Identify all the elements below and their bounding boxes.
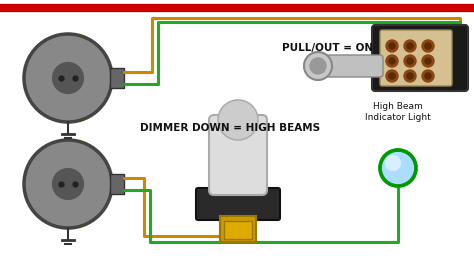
Circle shape xyxy=(304,52,332,80)
Circle shape xyxy=(425,43,431,49)
Circle shape xyxy=(389,73,395,79)
FancyBboxPatch shape xyxy=(196,188,280,220)
Circle shape xyxy=(389,43,395,49)
Circle shape xyxy=(404,70,416,82)
Wedge shape xyxy=(60,140,109,228)
Circle shape xyxy=(385,155,401,171)
Circle shape xyxy=(425,58,431,64)
Circle shape xyxy=(422,70,434,82)
Circle shape xyxy=(53,169,83,200)
Circle shape xyxy=(404,40,416,52)
Text: High Beam
Indicator Light: High Beam Indicator Light xyxy=(365,102,431,122)
Text: DIMMER DOWN = HIGH BEAMS: DIMMER DOWN = HIGH BEAMS xyxy=(140,123,320,133)
Circle shape xyxy=(380,150,416,186)
Circle shape xyxy=(404,55,416,67)
FancyBboxPatch shape xyxy=(224,221,252,239)
Circle shape xyxy=(24,34,112,122)
Circle shape xyxy=(24,140,112,228)
Circle shape xyxy=(407,43,413,49)
FancyBboxPatch shape xyxy=(110,68,124,88)
Circle shape xyxy=(310,58,326,74)
Circle shape xyxy=(407,58,413,64)
FancyBboxPatch shape xyxy=(322,55,383,77)
FancyBboxPatch shape xyxy=(220,216,256,242)
Circle shape xyxy=(425,73,431,79)
Circle shape xyxy=(53,63,83,93)
Circle shape xyxy=(389,58,395,64)
Circle shape xyxy=(407,73,413,79)
FancyBboxPatch shape xyxy=(209,115,267,195)
Circle shape xyxy=(218,100,258,140)
FancyBboxPatch shape xyxy=(110,174,124,194)
Wedge shape xyxy=(60,34,109,122)
Circle shape xyxy=(386,55,398,67)
Circle shape xyxy=(386,40,398,52)
Circle shape xyxy=(422,40,434,52)
FancyBboxPatch shape xyxy=(372,25,468,91)
Text: PULL/OUT = ON: PULL/OUT = ON xyxy=(282,43,373,53)
Circle shape xyxy=(386,70,398,82)
FancyBboxPatch shape xyxy=(380,30,452,86)
Circle shape xyxy=(422,55,434,67)
